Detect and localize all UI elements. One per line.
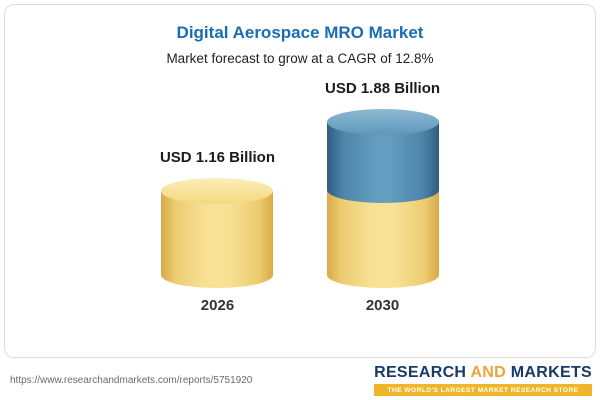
bar-chart: USD 1.16 Billion 2026 USD 1.88 Billion [5,72,595,314]
market-forecast-card: Digital Aerospace MRO Market Market fore… [4,4,596,358]
cylinder-top-ellipse [161,178,274,204]
cylinder-2026 [161,178,274,288]
value-label-2030: USD 1.88 Billion [325,80,441,97]
cylinder-body [326,122,439,203]
logo-word-research: RESEARCH [374,364,467,381]
bar-group-2030: USD 1.88 Billion 2030 [325,80,440,314]
cylinder-2030 [326,109,439,288]
cylinder-top-ellipse [326,109,439,135]
brand-logo: RESEARCH AND MARKETS THE WORLD'S LARGEST… [374,364,592,396]
logo-word-and: AND [470,364,507,381]
page-title: Digital Aerospace MRO Market [176,23,424,42]
bar-group-2026: USD 1.16 Billion 2026 [160,149,275,314]
report-url: https://www.researchandmarkets.com/repor… [10,375,253,386]
footer: https://www.researchandmarkets.com/repor… [10,358,592,396]
cylinder-2026-segment [161,178,274,288]
cylinder-body [161,191,274,288]
subtitle: Market forecast to grow at a CAGR of 12.… [166,51,434,66]
brand-wordmark: RESEARCH AND MARKETS [374,364,592,382]
year-label-2030: 2030 [365,297,400,314]
logo-word-markets: MARKETS [510,364,592,381]
cylinder-2030-growth-segment [326,109,439,203]
year-label-2026: 2026 [200,297,235,314]
value-label-2026: USD 1.16 Billion [159,149,275,166]
logo-tagline: THE WORLD'S LARGEST MARKET RESEARCH STOR… [374,384,592,396]
